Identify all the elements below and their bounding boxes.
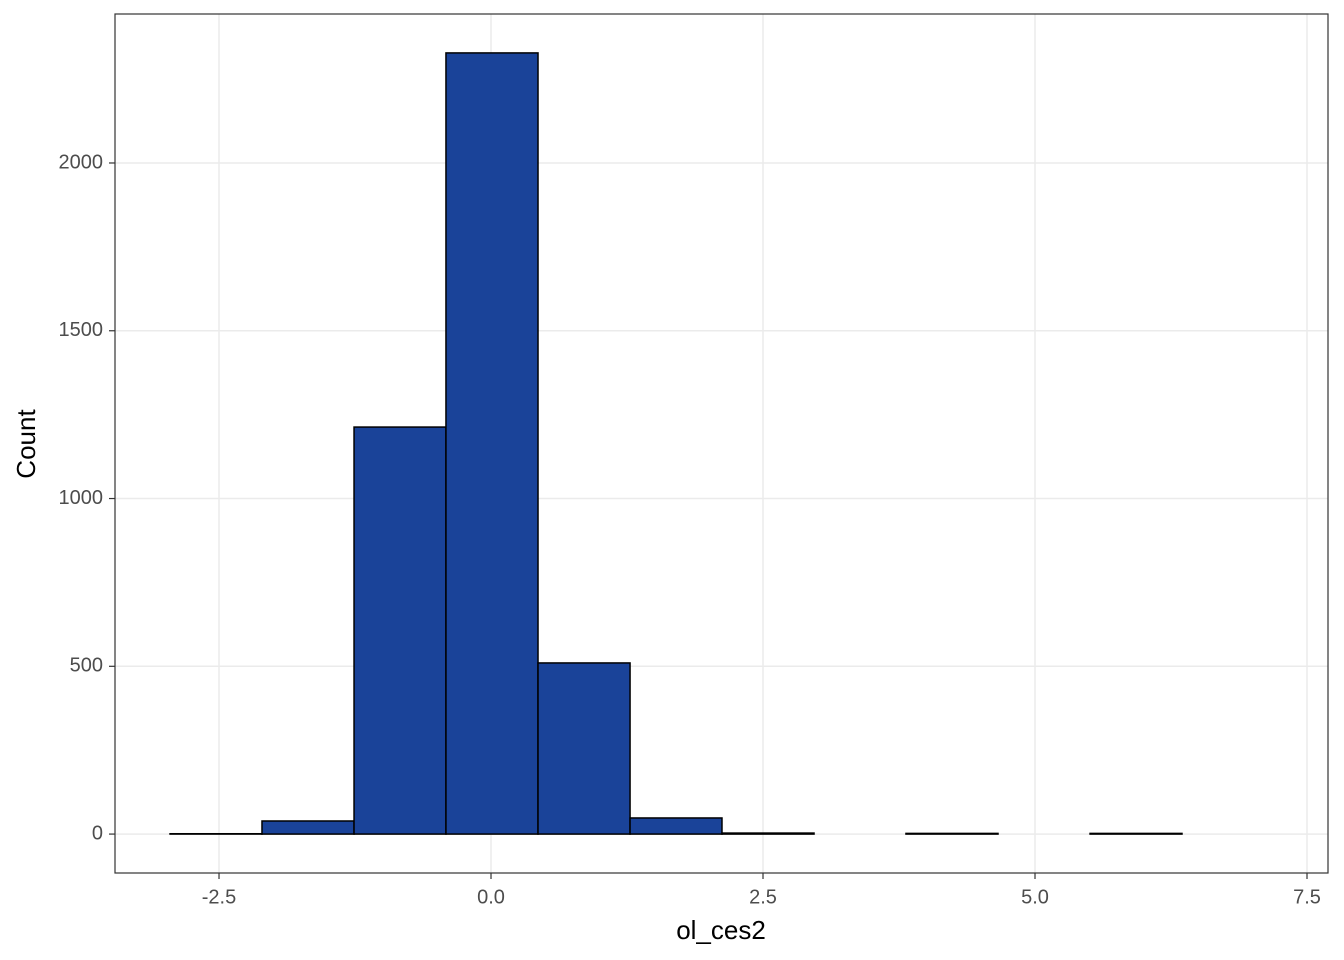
y-axis-title: Count	[11, 409, 41, 479]
bar	[353, 426, 447, 835]
x-tick-label: 5.0	[1021, 886, 1049, 908]
y-tick-label: 1000	[59, 487, 104, 509]
x-tick-label: -2.5	[202, 886, 236, 908]
x-tick-label: 0.0	[477, 886, 505, 908]
y-tick-label: 0	[92, 822, 103, 844]
bar	[445, 52, 539, 835]
x-axis-title: ol_ces2	[676, 915, 766, 945]
bar	[537, 662, 631, 835]
y-tick-label: 2000	[59, 151, 104, 173]
bar	[629, 817, 723, 835]
x-tick-label: 2.5	[749, 886, 777, 908]
bar	[261, 820, 355, 835]
y-tick-label: 500	[70, 655, 103, 677]
bar	[905, 832, 999, 835]
bar	[1089, 832, 1183, 835]
x-tick-label: 7.5	[1293, 886, 1321, 908]
plot-border	[114, 13, 1329, 874]
y-tick-label: 1500	[59, 319, 104, 341]
bar	[721, 832, 815, 835]
plot-background	[115, 14, 1328, 873]
